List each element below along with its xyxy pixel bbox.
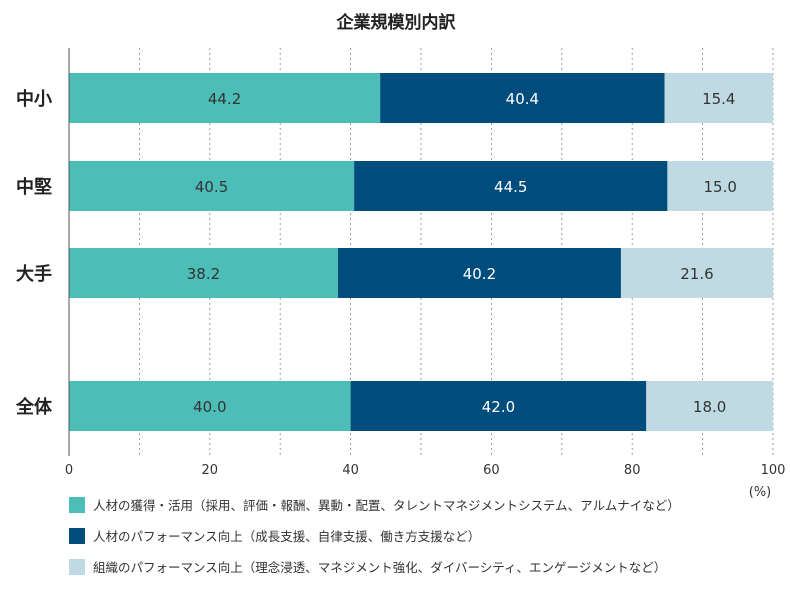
data-label: 40.2 — [463, 265, 496, 283]
bar-segment — [667, 161, 773, 211]
bar-segment — [69, 161, 355, 211]
data-label: 44.2 — [208, 90, 241, 108]
category-label: 全体 — [15, 396, 53, 418]
x-tick-label: 100 — [761, 463, 786, 478]
data-label: 15.0 — [703, 178, 736, 196]
bar-layer — [69, 73, 773, 431]
bar-segment — [646, 381, 773, 431]
bar-segment — [350, 381, 647, 431]
bar-segment — [380, 73, 665, 123]
bar-segment — [69, 73, 381, 123]
x-tick-label: 40 — [342, 463, 359, 478]
x-axis-unit: (%) — [749, 485, 772, 500]
chart-title: 企業規模別内訳 — [336, 12, 457, 33]
data-label: 18.0 — [693, 398, 726, 416]
bar-segment — [620, 248, 773, 298]
data-label: 42.0 — [482, 398, 515, 416]
data-label: 21.6 — [680, 265, 713, 283]
category-label: 中堅 — [16, 176, 52, 198]
x-tick-label: 20 — [202, 463, 219, 478]
legend-label: 組織のパフォーマンス向上（理念浸透、マネジメント強化、ダイバーシティ、エンゲージ… — [93, 560, 666, 575]
category-label: 中小 — [16, 88, 52, 110]
x-tick-label: 80 — [624, 463, 641, 478]
data-label: 15.4 — [702, 90, 735, 108]
bar-segment — [664, 73, 773, 123]
legend: 人材の獲得・活用（採用、評価・報酬、異動・配置、タレントマネジメントシステム、ア… — [69, 497, 680, 575]
category-label: 大手 — [16, 263, 52, 285]
bar-segment — [69, 248, 338, 298]
legend-label: 人材のパフォーマンス向上（成長支援、自律支援、働き方支援など） — [93, 529, 480, 544]
legend-label: 人材の獲得・活用（採用、評価・報酬、異動・配置、タレントマネジメントシステム、ア… — [93, 498, 680, 513]
data-label: 40.4 — [506, 90, 539, 108]
x-tick-label: 60 — [483, 463, 500, 478]
legend-swatch — [69, 559, 85, 575]
bar-segment — [337, 248, 621, 298]
x-tick-label: 0 — [65, 463, 73, 478]
data-label: 44.5 — [494, 178, 527, 196]
bar-segment — [69, 381, 351, 431]
legend-swatch — [69, 497, 85, 513]
data-label: 40.0 — [193, 398, 226, 416]
axis-layer: 0 20 40 60 80 100 — [65, 48, 786, 478]
label-layer: 中小 44.2 40.4 15.4 中堅 40.5 44.5 15.0 大手 38.2 40.2 21… — [15, 88, 737, 418]
bar-segment — [354, 161, 668, 211]
data-label: 38.2 — [187, 265, 220, 283]
data-label: 40.5 — [195, 178, 228, 196]
legend-swatch — [69, 528, 85, 544]
